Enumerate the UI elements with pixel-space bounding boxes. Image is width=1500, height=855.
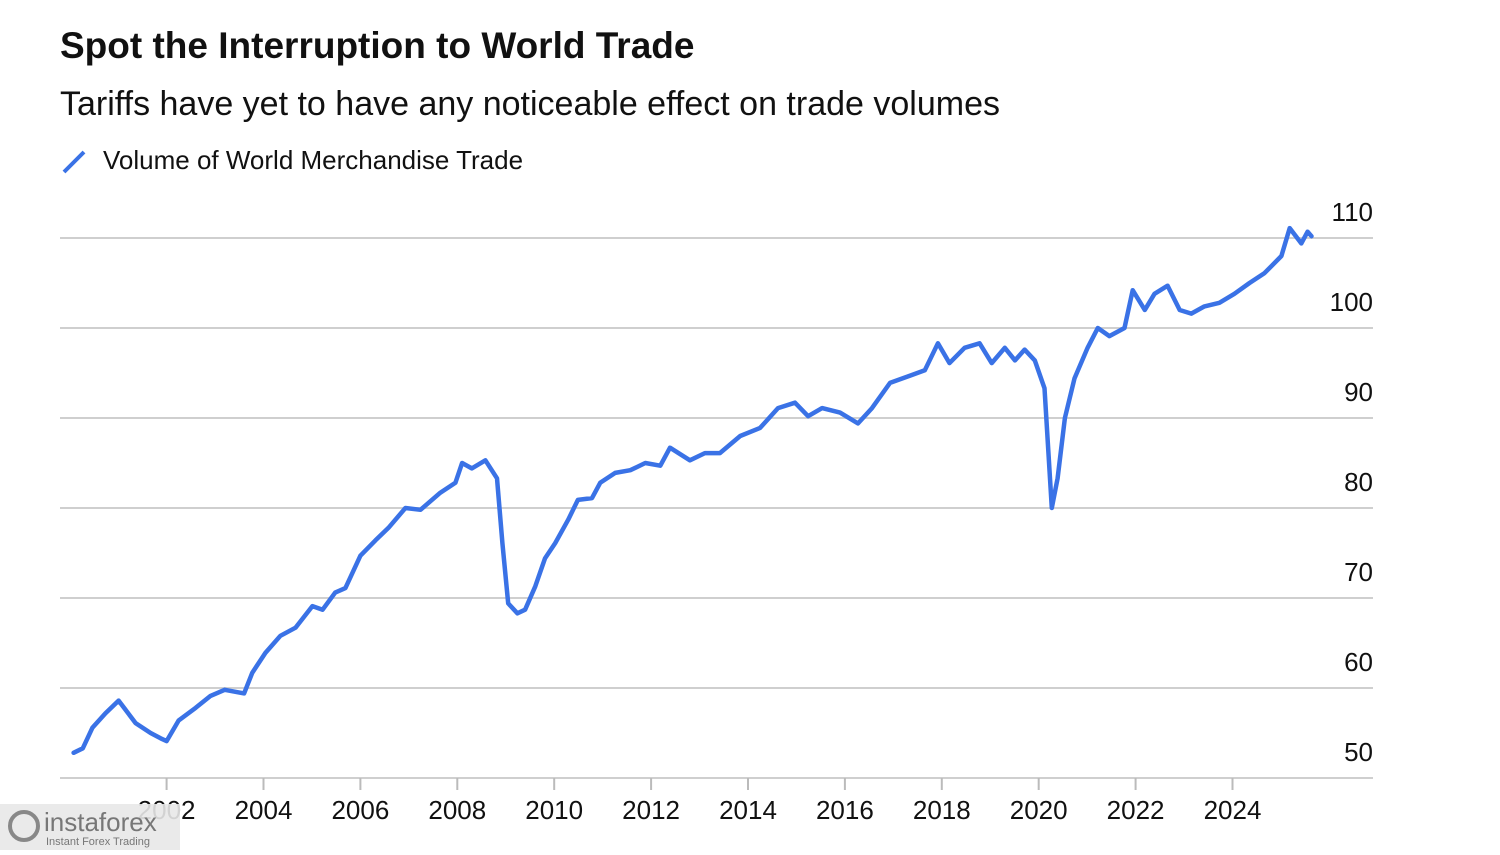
x-tick-label: 2014 [719,795,777,825]
x-tick-label: 2012 [622,795,680,825]
x-tick-label: 2018 [913,795,971,825]
watermark-tagline: Instant Forex Trading [46,836,150,848]
x-tick-label: 2022 [1107,795,1165,825]
watermark-icon [8,810,40,842]
watermark-brand: instaforex [44,807,157,837]
x-tick-label: 2006 [331,795,389,825]
x-tick-label: 2016 [816,795,874,825]
x-tick-label: 2010 [525,795,583,825]
y-tick-label: 50 [1344,737,1373,767]
chart-subtitle: Tariffs have yet to have any noticeable … [60,85,1000,123]
y-tick-label: 80 [1344,467,1373,497]
y-tick-label: 60 [1344,647,1373,677]
x-tick-label: 2004 [235,795,293,825]
y-tick-label: 90 [1344,377,1373,407]
x-tick-label: 2020 [1010,795,1068,825]
x-tick-label: 2008 [428,795,486,825]
chart-title: Spot the Interruption to World Trade [60,25,694,66]
y-tick-label: 70 [1344,557,1373,587]
legend-swatch [62,150,86,174]
y-tick-label: 100 [1330,287,1373,317]
y-tick-label: 110 [1332,197,1373,227]
x-tick-label: 2024 [1204,795,1262,825]
data-line [71,225,1314,756]
legend-label: Volume of World Merchandise Trade [103,145,523,175]
